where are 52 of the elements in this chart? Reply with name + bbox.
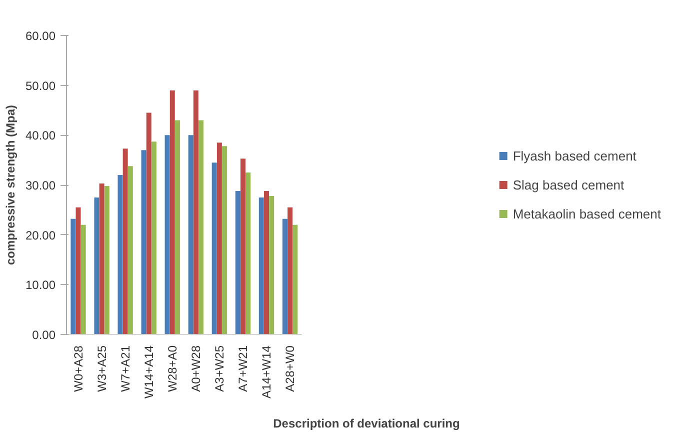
x-axis-title: Description of deviational curing	[273, 416, 460, 431]
bar	[264, 190, 269, 334]
y-tick-label: 10.00	[25, 278, 56, 292]
bar	[76, 207, 81, 334]
legend-label: Slag based cement	[512, 177, 624, 192]
bar	[193, 90, 198, 334]
bar	[146, 112, 152, 334]
y-tick-label: 50.00	[25, 78, 56, 93]
bar	[292, 224, 298, 334]
bar	[198, 120, 204, 334]
bar	[104, 186, 110, 334]
x-tick-label: A7+W21	[236, 345, 250, 392]
bar	[80, 224, 86, 334]
bar	[70, 218, 76, 334]
x-tick-label: W7+A21	[118, 345, 132, 392]
x-tick-label: W0+A28	[71, 345, 86, 392]
x-tick-label: A0+W28	[188, 345, 203, 392]
bar	[151, 142, 156, 334]
bar	[269, 196, 274, 334]
bar	[258, 197, 264, 334]
legend-label: Metakaolin based cement	[512, 206, 661, 221]
bar	[99, 184, 104, 334]
legend-label: Flyash based cement	[512, 148, 636, 163]
x-tick-label: A14+W14	[260, 345, 274, 399]
bar	[246, 172, 251, 334]
y-tick-label: 60.00	[25, 29, 56, 43]
bar	[174, 120, 180, 334]
x-tick-label: W14+A14	[142, 345, 156, 399]
bar	[288, 207, 293, 334]
bar	[118, 175, 123, 334]
x-tick-label: W3+A25	[94, 345, 109, 392]
bar	[240, 158, 246, 334]
bar	[222, 146, 228, 334]
bar	[282, 218, 288, 334]
y-tick-label: 20.00	[25, 228, 56, 242]
bar	[94, 197, 100, 334]
bar	[216, 142, 222, 334]
x-tick-label: A3+W25	[212, 345, 226, 392]
x-tick-label: A28+W0	[283, 345, 298, 392]
y-tick-label: 30.00	[25, 178, 56, 192]
bar	[141, 150, 146, 334]
y-tick-label: 40.00	[25, 128, 56, 143]
bar	[128, 166, 133, 334]
y-axis-title: compressive strength (Mpa)	[3, 104, 18, 266]
bar	[212, 162, 217, 334]
bar	[170, 90, 175, 334]
bar	[188, 135, 194, 334]
x-tick-label: W28+A0	[165, 345, 180, 392]
y-tick-label: 0.00	[32, 328, 56, 342]
bar	[164, 135, 170, 334]
bar	[235, 190, 240, 334]
bar	[122, 148, 128, 334]
